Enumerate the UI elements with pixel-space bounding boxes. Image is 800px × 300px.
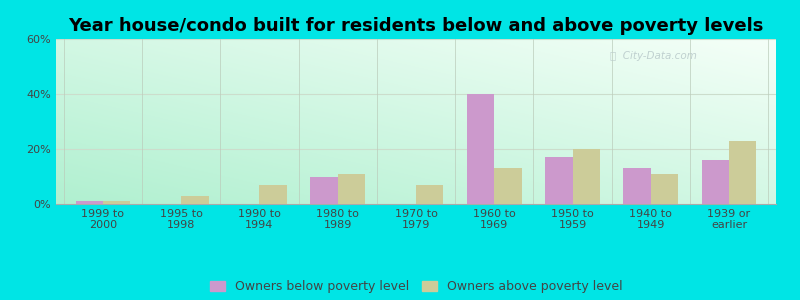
Bar	[545, 157, 573, 204]
Bar	[494, 168, 522, 204]
Bar	[310, 176, 338, 204]
Bar	[650, 174, 678, 204]
Text: ⓘ  City-Data.com: ⓘ City-Data.com	[610, 50, 698, 61]
Bar	[103, 201, 130, 204]
Bar	[338, 174, 365, 204]
Legend: Owners below poverty level, Owners above poverty level: Owners below poverty level, Owners above…	[210, 280, 622, 293]
Bar	[467, 94, 494, 204]
Bar	[75, 201, 103, 204]
Title: Year house/condo built for residents below and above poverty levels: Year house/condo built for residents bel…	[68, 17, 764, 35]
Bar	[702, 160, 729, 204]
Bar	[729, 141, 757, 204]
Bar	[623, 168, 650, 204]
Bar	[416, 185, 443, 204]
Bar	[182, 196, 209, 204]
Bar	[259, 185, 287, 204]
Bar	[573, 149, 600, 204]
